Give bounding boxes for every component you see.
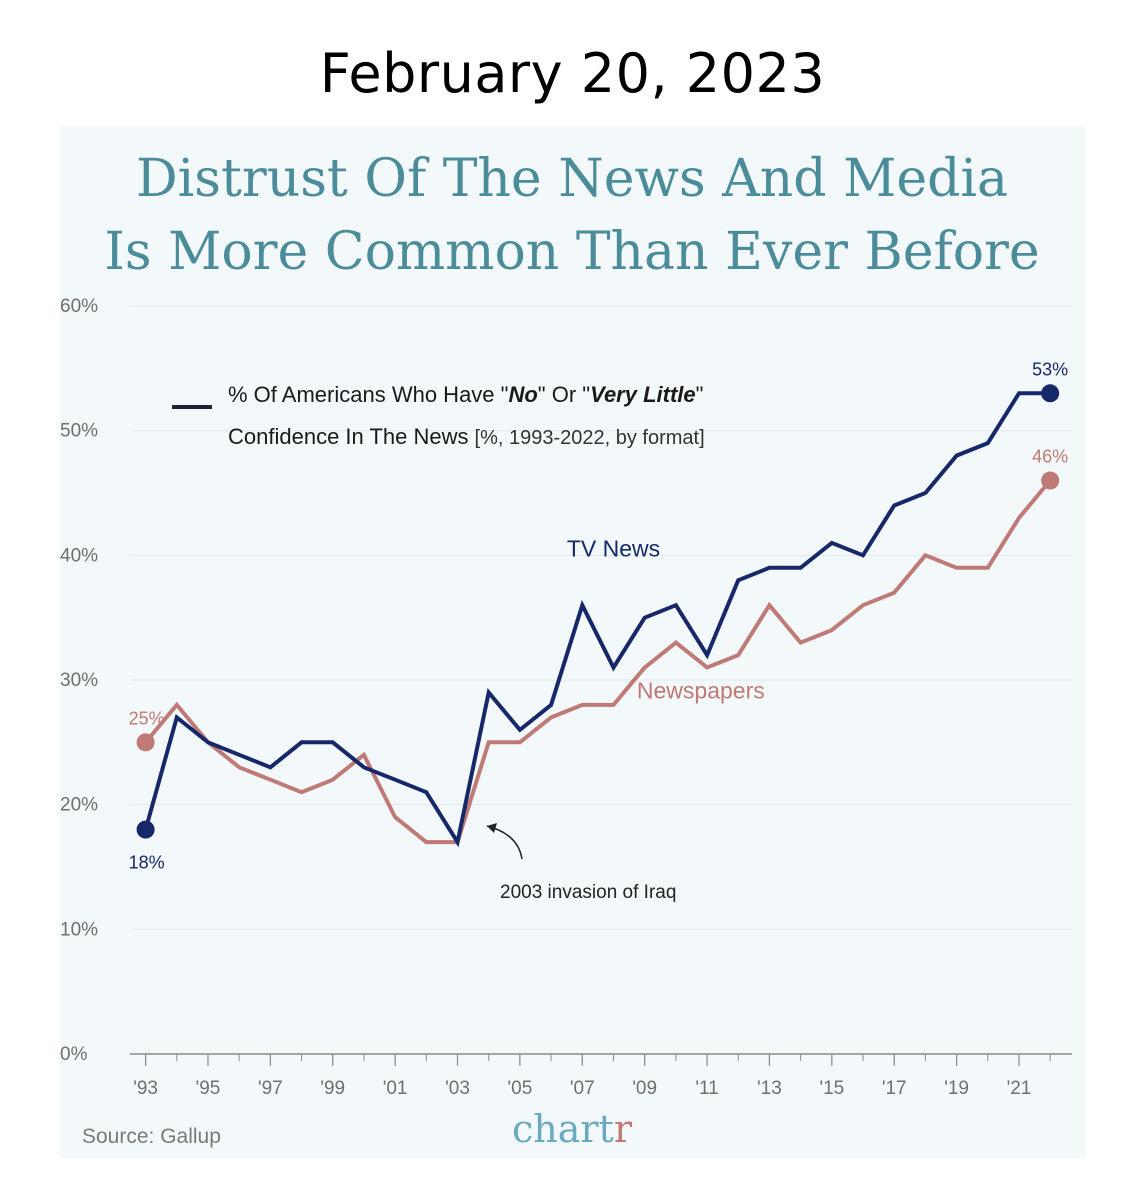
newspapers-end-label: 46%	[1032, 447, 1068, 467]
y-tick-label: 30%	[60, 670, 98, 691]
x-tick-label: '07	[570, 1078, 595, 1099]
tv-news-start-label: 18%	[129, 853, 165, 873]
newspapers-start-point	[136, 733, 155, 752]
y-tick-label: 0%	[60, 1044, 88, 1065]
annotation-text: 2003 invasion of Iraq	[500, 882, 676, 903]
newspapers-start-label: 25%	[129, 708, 165, 728]
y-tick-label: 50%	[60, 421, 98, 442]
y-tick-label: 10%	[60, 919, 98, 940]
x-tick-label: '05	[508, 1078, 533, 1099]
tv-news-end-label: 53%	[1032, 359, 1068, 379]
y-tick-label: 20%	[60, 795, 98, 816]
x-tick-label: '15	[819, 1078, 844, 1099]
annotation-arrowhead	[487, 823, 497, 833]
y-tick-label: 40%	[60, 545, 98, 566]
x-tick-label: '93	[133, 1078, 158, 1099]
chartr-logo: chartr	[512, 1107, 633, 1151]
series-layer: 18% 53% TV News 25% 46% Newspapers	[129, 359, 1069, 872]
x-tick-label: '13	[757, 1078, 782, 1099]
grid-lines: 0% 10% 20% 30% 40% 50% 60%	[60, 296, 1072, 1065]
x-tick-label: '19	[944, 1078, 969, 1099]
x-tick-label: '99	[320, 1078, 345, 1099]
newspapers-series-label: Newspapers	[637, 678, 765, 704]
tv-news-end-point	[1041, 384, 1060, 403]
source-text: Source: Gallup	[82, 1125, 221, 1148]
x-tick-label: '21	[1007, 1078, 1032, 1099]
chart-title-line-2: Is More Common Than Ever Before	[104, 222, 1039, 282]
legend-line-2: Confidence In The News [%, 1993-2022, by …	[228, 424, 705, 449]
y-tick-label: 60%	[60, 296, 98, 317]
x-tick-label: '11	[695, 1078, 718, 1099]
tv-news-series-label: TV News	[567, 536, 660, 562]
x-tick-label: '01	[383, 1078, 408, 1099]
x-axis: '93 '95 '97 '99 '01 '03 '05 '07 '09 '11 '13 '15 '17 '…	[130, 1053, 1072, 1099]
legend-line-1: % Of Americans Who Have "No" Or "Very Li…	[228, 382, 703, 407]
line-chart: Distrust Of The News And Media Is More C…	[60, 149, 1072, 1151]
tv-news-start-point	[136, 820, 155, 839]
x-tick-label: '17	[882, 1078, 907, 1099]
chart-title-line-1: Distrust Of The News And Media	[136, 149, 1008, 209]
chart-card: Distrust Of The News And Media Is More C…	[60, 126, 1085, 1158]
legend: % Of Americans Who Have "No" Or "Very Li…	[172, 382, 705, 449]
newspapers-end-point	[1041, 471, 1060, 490]
x-tick-label: '95	[196, 1078, 221, 1099]
x-tick-label: '03	[445, 1078, 470, 1099]
x-tick-label: '09	[632, 1078, 657, 1099]
tv-news-line	[143, 391, 1051, 848]
newspapers-line	[144, 479, 1052, 845]
iraq-annotation: 2003 invasion of Iraq	[486, 823, 676, 903]
date-header: February 20, 2023	[319, 42, 826, 105]
x-tick-label: '97	[258, 1078, 283, 1099]
